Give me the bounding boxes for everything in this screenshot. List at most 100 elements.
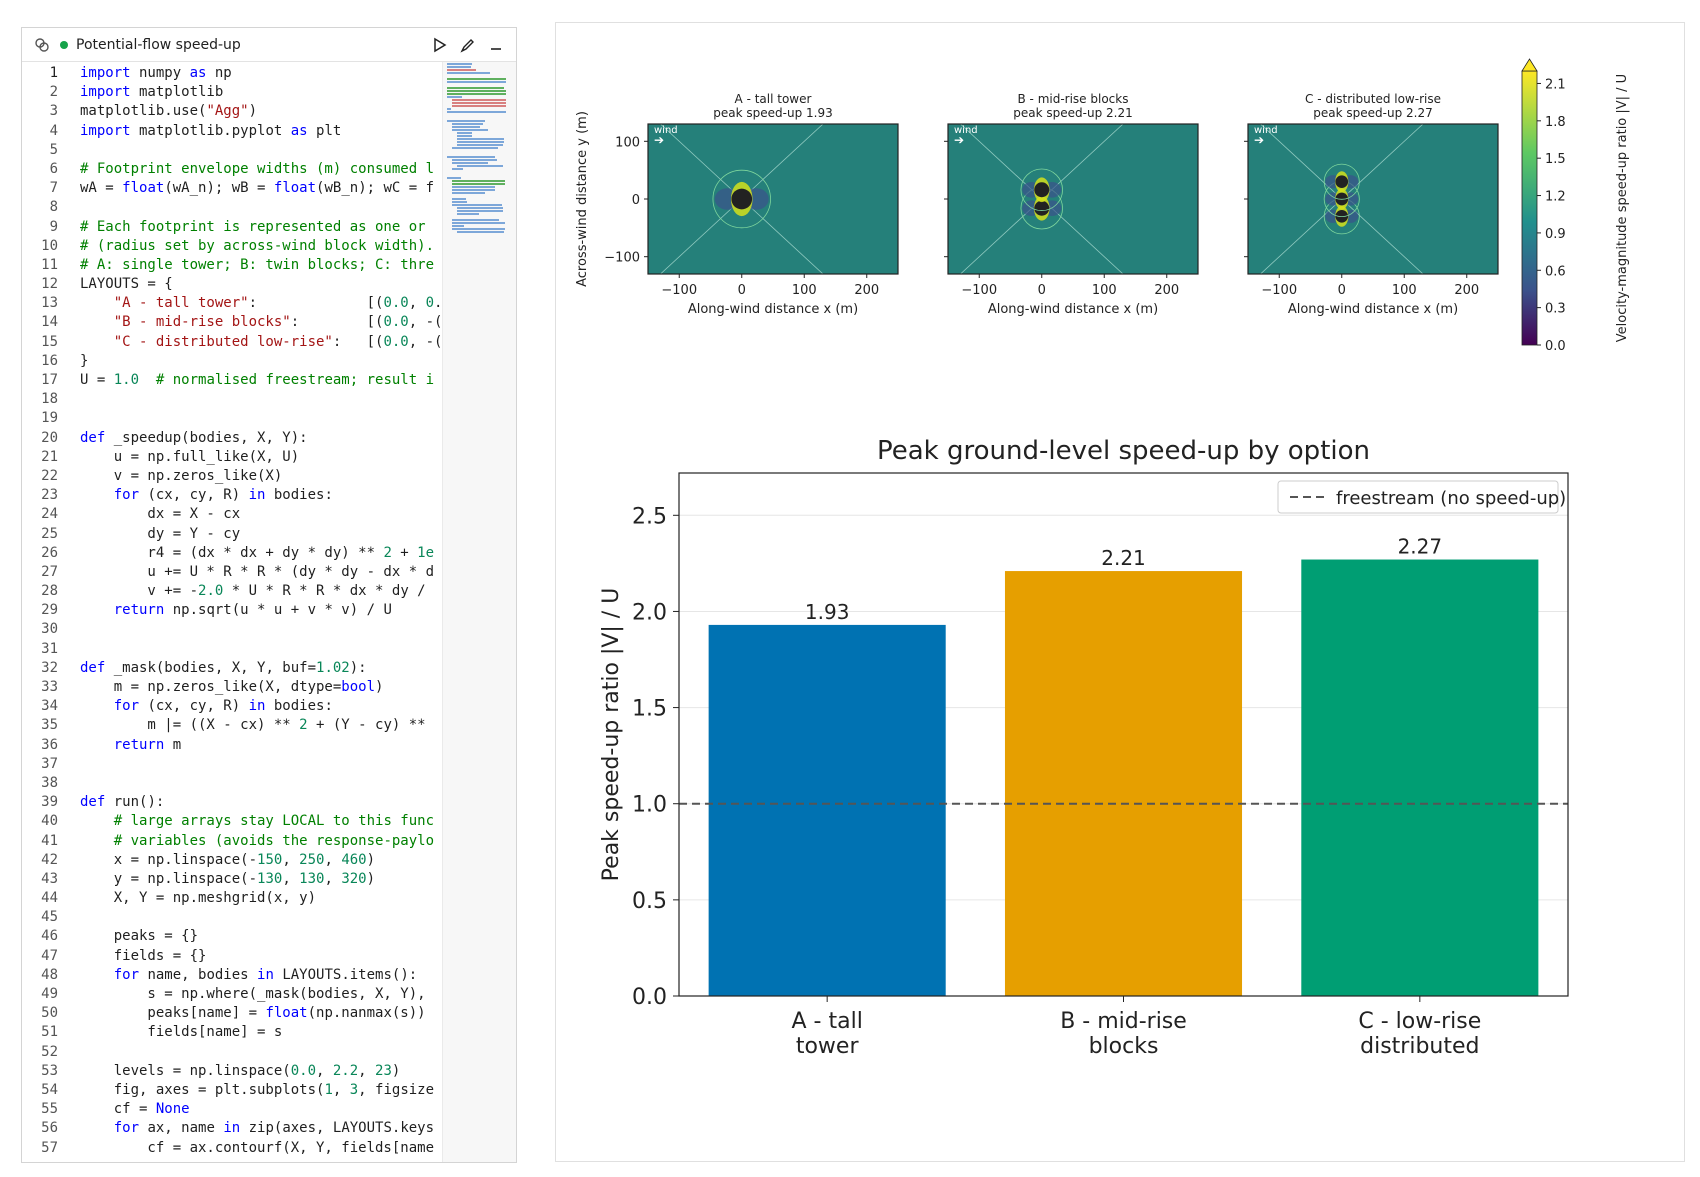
code-line[interactable]: 25 dy = Y - cy xyxy=(22,525,442,544)
code-line[interactable]: 2 import matplotlib xyxy=(22,83,442,102)
code-line[interactable]: 55 cf = None xyxy=(22,1100,442,1119)
line-text: def run(): xyxy=(80,794,165,811)
code-line[interactable]: 32 def _mask(bodies, X, Y, buf=1.02): xyxy=(22,659,442,678)
line-text: for ax, name in zip(axes, LAYOUTS.keys xyxy=(113,1120,435,1137)
minimap-line xyxy=(447,90,506,92)
code-line[interactable]: 31 xyxy=(22,640,442,659)
code-area[interactable]: 1 import numpy as np 2 import matplotlib 3 ma… xyxy=(22,62,442,1158)
line-number: 53 xyxy=(41,1062,58,1079)
y-tick-label: 1.0 xyxy=(632,793,667,818)
code-line[interactable]: 36 return m xyxy=(22,736,442,755)
code-line[interactable]: 52 xyxy=(22,1043,442,1062)
code-line[interactable]: 44 X, Y = np.meshgrid(x, y) xyxy=(22,889,442,908)
code-line[interactable]: 40 # large arrays stay LOCAL to this fun… xyxy=(22,812,442,831)
code-line[interactable]: 4 import matplotlib.pyplot as plt xyxy=(22,122,442,141)
panel-subtitle: peak speed-up 2.21 xyxy=(1013,106,1132,120)
line-number: 30 xyxy=(41,621,58,638)
code-line[interactable]: 24 dx = X - cx xyxy=(22,505,442,524)
code-line[interactable]: 17 U = 1.0 # normalised freestream; resul… xyxy=(22,371,442,390)
iso-line xyxy=(712,169,771,229)
code-line[interactable]: 48 for name, bodies in LAYOUTS.items(): xyxy=(22,966,442,985)
code-line[interactable]: 26 r4 = (dx * dx + dy * dy) ** 2 + 1e xyxy=(22,544,442,563)
line-text: peaks[name] = float(np.nanmax(s)) xyxy=(80,1005,426,1022)
minimap-line xyxy=(456,138,505,140)
code-line[interactable]: 54 fig, axes = plt.subplots(1, 3, figsiz… xyxy=(22,1081,442,1100)
bar-value-label: 1.93 xyxy=(805,600,850,624)
code-line[interactable]: 19 xyxy=(22,409,442,428)
code-line[interactable]: 18 xyxy=(22,390,442,409)
code-line[interactable]: 37 xyxy=(22,755,442,774)
code-line[interactable]: 42 x = np.linspace(-150, 250, 460) xyxy=(22,851,442,870)
code-line[interactable]: 1 import numpy as np xyxy=(22,64,442,83)
line-text: peaks = {} xyxy=(80,928,199,945)
colorbar-tick-label: 2.1 xyxy=(1545,77,1566,92)
code-line[interactable]: 7 wA = float(wA_n); wB = float(wB_n); wC … xyxy=(22,179,442,198)
minimize-icon[interactable] xyxy=(486,35,506,55)
code-line[interactable]: 27 u += U * R * R * (dy * dy - dx * d xyxy=(22,563,442,582)
code-editor-panel: Potential-flow speed-up 1 import numpy as… xyxy=(21,27,517,1163)
line-number: 37 xyxy=(41,755,58,772)
code-line[interactable]: 34 for (cx, cy, R) in bodies: xyxy=(22,697,442,716)
line-text xyxy=(80,141,442,160)
code-line[interactable]: 15 "C - distributed low-rise": [(0.0, -( xyxy=(22,333,442,352)
code-line[interactable]: 38 xyxy=(22,774,442,793)
code-line[interactable]: 11 # A: single tower; B: twin blocks; C: … xyxy=(22,256,442,275)
code-line[interactable]: 57 cf = ax.contourf(X, Y, fields[name xyxy=(22,1139,442,1158)
minimap-line xyxy=(451,123,483,125)
code-line[interactable]: 14 "B - mid-rise blocks": [(0.0, -( xyxy=(22,313,442,332)
run-icon[interactable] xyxy=(430,35,450,55)
code-line[interactable]: 5 xyxy=(22,141,442,160)
code-line[interactable]: 30 xyxy=(22,620,442,639)
code-line[interactable]: 28 v += -2.0 * U * R * R * dx * dy / xyxy=(22,582,442,601)
code-line[interactable]: 20 def _speedup(bodies, X, Y): xyxy=(22,429,442,448)
x-tick-label: blocks xyxy=(1089,1034,1159,1059)
line-text: # large arrays stay LOCAL to this func xyxy=(113,813,435,830)
code-line[interactable]: 13 "A - tall tower": [(0.0, 0. xyxy=(22,294,442,313)
code-line[interactable]: 43 y = np.linspace(-130, 130, 320) xyxy=(22,870,442,889)
line-text: m = np.zeros_like(X, dtype=bool) xyxy=(80,679,384,695)
code-line[interactable]: 45 xyxy=(22,908,442,927)
line-number: 19 xyxy=(41,410,58,427)
code-line[interactable]: 29 return np.sqrt(u * u + v * v) / U xyxy=(22,601,442,620)
line-number: 56 xyxy=(41,1120,58,1137)
minimap-line xyxy=(451,162,489,164)
code-line[interactable]: 46 peaks = {} xyxy=(22,927,442,946)
code-line[interactable]: 56 for ax, name in zip(axes, LAYOUTS.key… xyxy=(22,1119,442,1138)
code-line[interactable]: 16} xyxy=(22,352,442,371)
x-tick-label: B - mid-rise xyxy=(1060,1009,1187,1034)
edit-icon[interactable] xyxy=(458,35,478,55)
x-tick-label: 100 xyxy=(1392,283,1417,298)
code-line[interactable]: 49 s = np.where(_mask(bodies, X, Y), xyxy=(22,985,442,1004)
line-number: 11 xyxy=(41,256,58,273)
code-line[interactable]: 35 m |= ((X - cx) ** 2 + (Y - cy) ** xyxy=(22,716,442,735)
code-line[interactable]: 50 peaks[name] = float(np.nanmax(s)) xyxy=(22,1004,442,1023)
minimap-line xyxy=(447,111,506,113)
line-text xyxy=(80,390,442,409)
line-text: y = np.linspace(-130, 130, 320) xyxy=(80,870,376,887)
cells-icon[interactable] xyxy=(32,35,52,55)
code-line[interactable]: 41 # variables (avoids the response-payl… xyxy=(22,832,442,851)
contour-xlabel: Along-wind distance x (m) xyxy=(988,302,1158,317)
line-text xyxy=(80,409,442,428)
contour-lines xyxy=(959,124,1124,274)
line-number: 46 xyxy=(41,928,58,945)
code-line[interactable]: 21 u = np.full_like(X, U) xyxy=(22,448,442,467)
code-line[interactable]: 51 fields[name] = s xyxy=(22,1023,442,1042)
minimap-line xyxy=(451,126,480,128)
code-line[interactable]: 33 m = np.zeros_like(X, dtype=bool) xyxy=(22,678,442,697)
line-text: wA = float(wA_n); wB = float(wB_n); wC =… xyxy=(80,180,435,197)
code-line[interactable]: 12 LAYOUTS = { xyxy=(22,275,442,294)
code-line[interactable]: 53 levels = np.linspace(0.0, 2.2, 23) xyxy=(22,1062,442,1081)
code-line[interactable]: 23 for (cx, cy, R) in bodies: xyxy=(22,486,442,505)
code-line[interactable]: 9 # Each footprint is represented as one … xyxy=(22,218,442,237)
code-minimap[interactable] xyxy=(442,62,516,1162)
code-line[interactable]: 3 matplotlib.use("Agg") xyxy=(22,102,442,121)
code-line[interactable]: 22 v = np.zeros_like(X) xyxy=(22,467,442,486)
code-line[interactable]: 6 # Footprint envelope widths (m) consume… xyxy=(22,160,442,179)
code-line[interactable]: 39 def run(): xyxy=(22,793,442,812)
code-line[interactable]: 8 xyxy=(22,198,442,217)
line-number: 31 xyxy=(41,640,58,657)
code-line[interactable]: 47 fields = {} xyxy=(22,947,442,966)
code-line[interactable]: 10 # (radius set by across-wind block wid… xyxy=(22,237,442,256)
minimap-line xyxy=(447,78,506,80)
